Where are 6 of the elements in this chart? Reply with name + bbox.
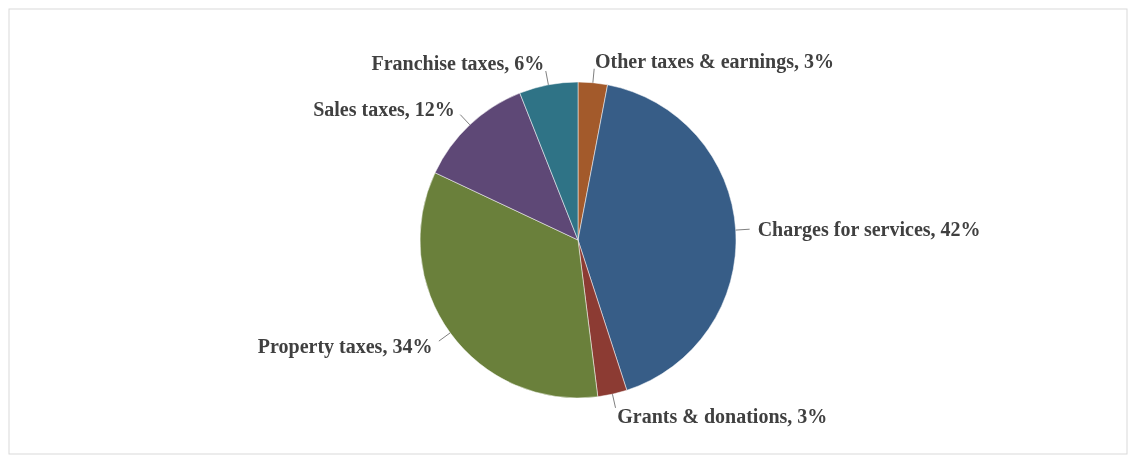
slice-label: Charges for services, 42% [757, 217, 981, 241]
slice-label: Grants & donations, 3% [617, 404, 828, 427]
slice-label: Property taxes, 34% [257, 334, 433, 358]
slice-label: Other taxes & earnings, 3% [594, 49, 834, 73]
slice-label: Franchise taxes, 6% [371, 52, 545, 75]
slice-label: Sales taxes, 12% [313, 97, 455, 120]
